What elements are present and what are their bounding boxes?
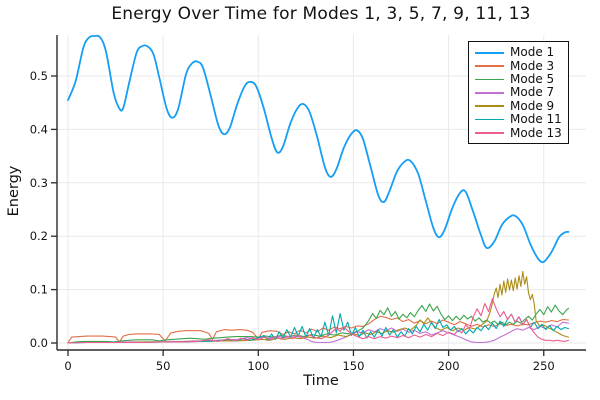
legend-item-mode-5: Mode 5 [475, 71, 562, 86]
legend-line-swatch [475, 78, 504, 81]
x-tick-label: 150 [342, 359, 364, 373]
legend-line-swatch [475, 92, 504, 94]
legend-line-swatch [475, 118, 504, 121]
x-tick-label: 200 [438, 359, 460, 373]
series-line-mode-13 [67, 298, 570, 344]
legend-line-swatch [475, 65, 504, 67]
series-line-mode-1 [67, 34, 570, 264]
y-tick-label: 0.4 [30, 122, 48, 136]
y-tick-label: 0.5 [30, 69, 48, 83]
legend-label: Mode 7 [510, 85, 555, 100]
legend-item-mode-3: Mode 3 [475, 59, 562, 72]
chart-title: Energy Over Time for Modes 1, 3, 5, 7, 9… [111, 4, 531, 24]
x-tick-label: 0 [64, 359, 71, 373]
x-axis-label: Time [303, 373, 339, 389]
legend-item-mode-1: Mode 1 [475, 46, 562, 59]
legend-label: Mode 5 [510, 71, 555, 86]
y-tick-label: 0.1 [30, 283, 48, 297]
legend-label: Mode 1 [510, 45, 555, 60]
legend-box: Mode 1 Mode 3 Mode 5 Mode 7 Mode 9 Mode 11 Mod… [468, 41, 569, 144]
series-line-mode-3 [67, 315, 570, 344]
y-axis-label: Energy [6, 165, 22, 217]
legend-item-mode-13: Mode 13 [475, 126, 562, 139]
legend-item-mode-9: Mode 9 [475, 98, 562, 113]
legend-label: Mode 3 [510, 58, 555, 73]
x-tick-label: 250 [533, 359, 555, 373]
legend-label: Mode 11 [510, 112, 562, 127]
legend-item-mode-11: Mode 11 [475, 113, 562, 126]
legend-item-mode-7: Mode 7 [475, 86, 562, 99]
y-tick-label: 0.0 [30, 336, 48, 350]
legend-line-swatch [475, 132, 504, 134]
series-line-mode-5 [67, 303, 570, 344]
y-tick-label: 0.3 [30, 176, 48, 190]
x-tick-label: 50 [156, 359, 171, 373]
legend-line-swatch [475, 105, 504, 108]
y-tick-label: 0.2 [30, 229, 48, 243]
legend-label: Mode 13 [510, 125, 562, 140]
legend-line-swatch [475, 51, 504, 54]
legend-label: Mode 9 [510, 98, 555, 113]
x-tick-label: 100 [247, 359, 269, 373]
